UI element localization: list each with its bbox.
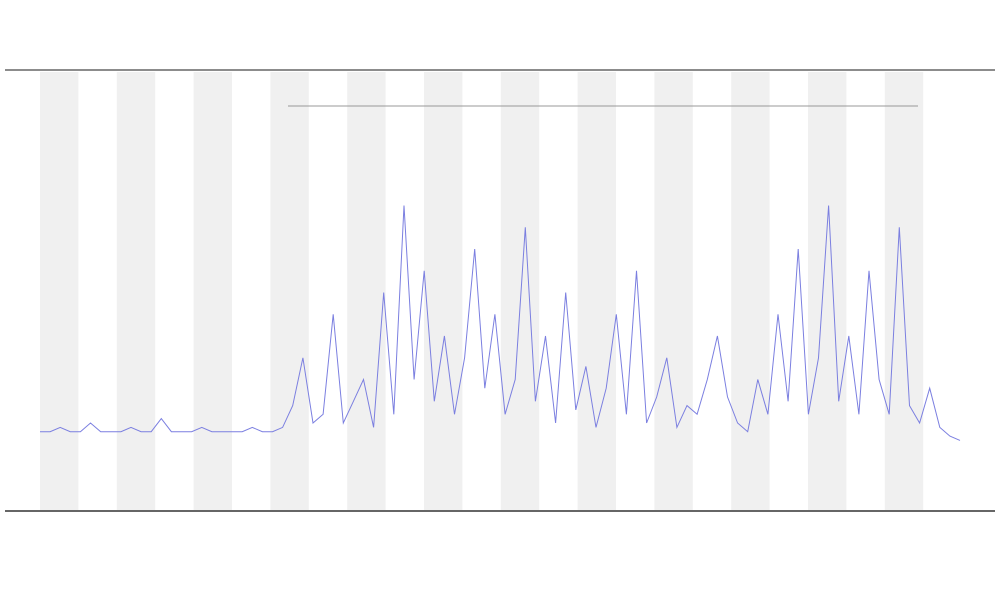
band xyxy=(40,72,79,510)
background-bands xyxy=(40,72,924,510)
band xyxy=(347,72,386,510)
band xyxy=(500,72,540,510)
band xyxy=(270,72,309,510)
band xyxy=(577,72,616,510)
band xyxy=(193,72,232,510)
band xyxy=(116,72,156,510)
series-line xyxy=(40,205,961,441)
band xyxy=(424,72,463,510)
band xyxy=(808,72,847,510)
band xyxy=(731,72,770,510)
band xyxy=(884,72,924,510)
band xyxy=(654,72,693,510)
